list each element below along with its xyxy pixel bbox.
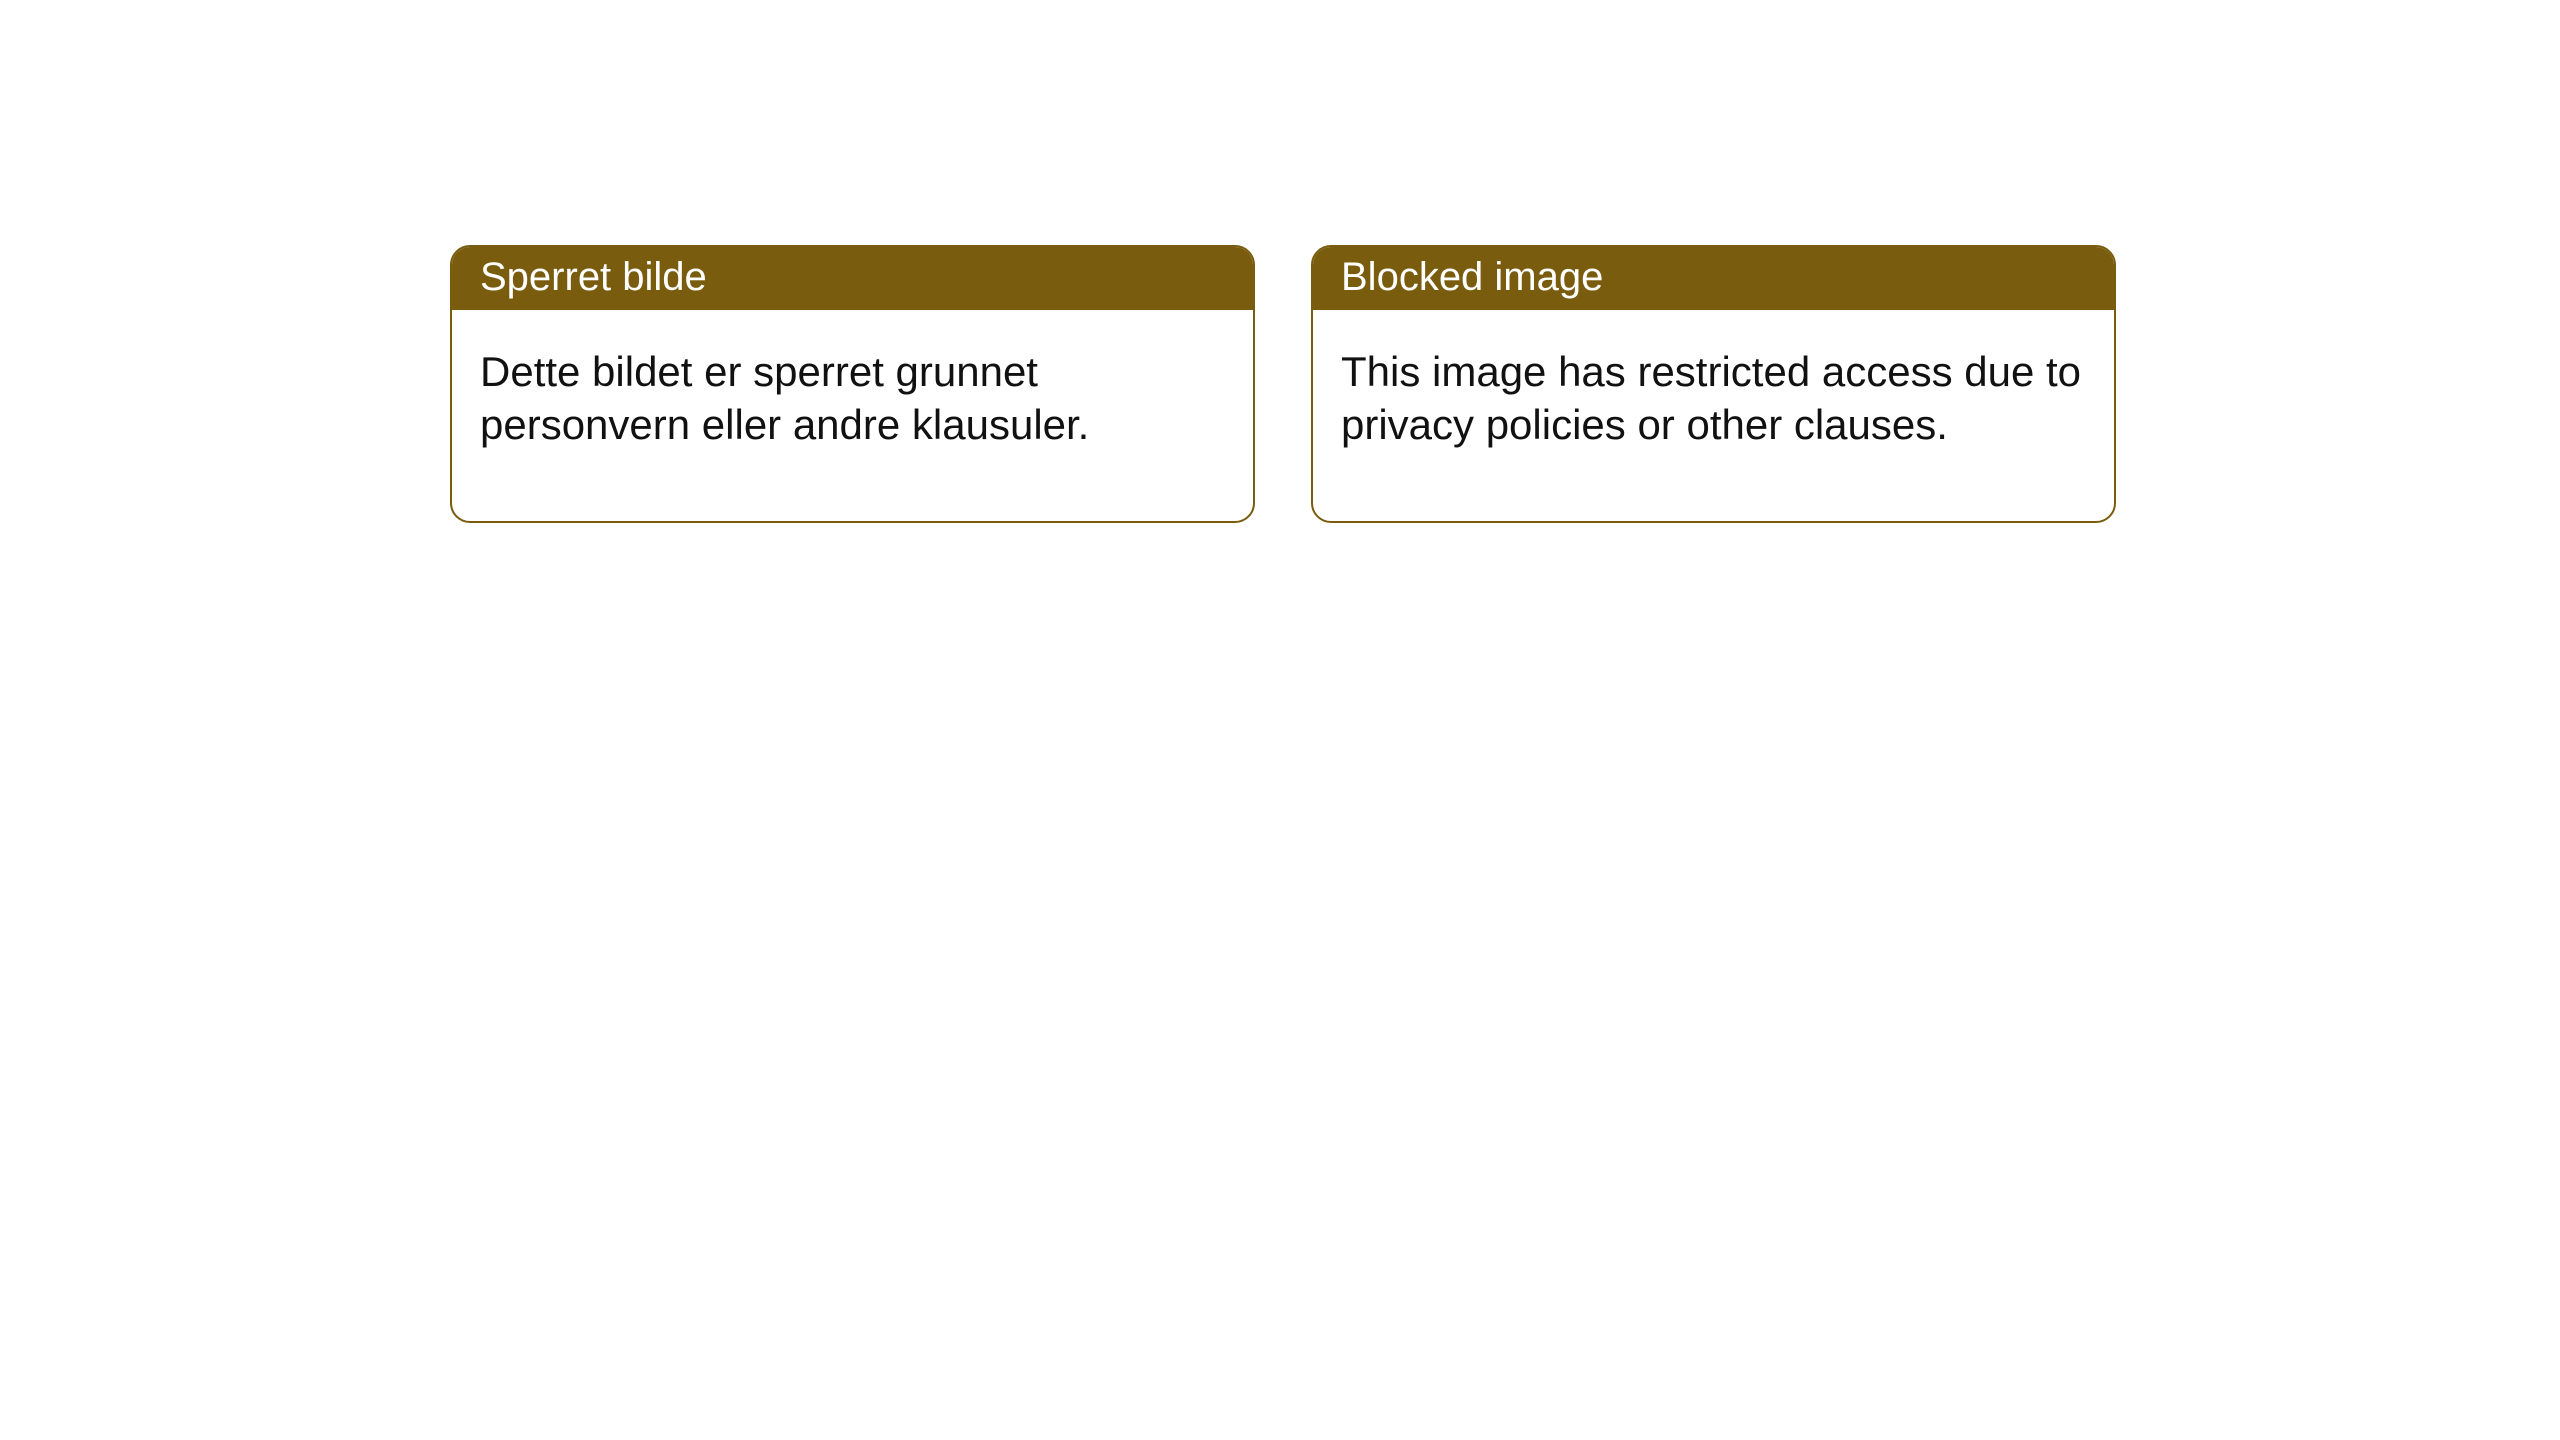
notice-card-norwegian: Sperret bilde Dette bildet er sperret gr… [450, 245, 1255, 523]
notice-card-english: Blocked image This image has restricted … [1311, 245, 2116, 523]
notice-card-title: Sperret bilde [452, 247, 1253, 310]
notice-card-body: Dette bildet er sperret grunnet personve… [452, 310, 1253, 521]
notice-card-title: Blocked image [1313, 247, 2114, 310]
notice-card-body: This image has restricted access due to … [1313, 310, 2114, 521]
notice-container: Sperret bilde Dette bildet er sperret gr… [450, 245, 2116, 523]
